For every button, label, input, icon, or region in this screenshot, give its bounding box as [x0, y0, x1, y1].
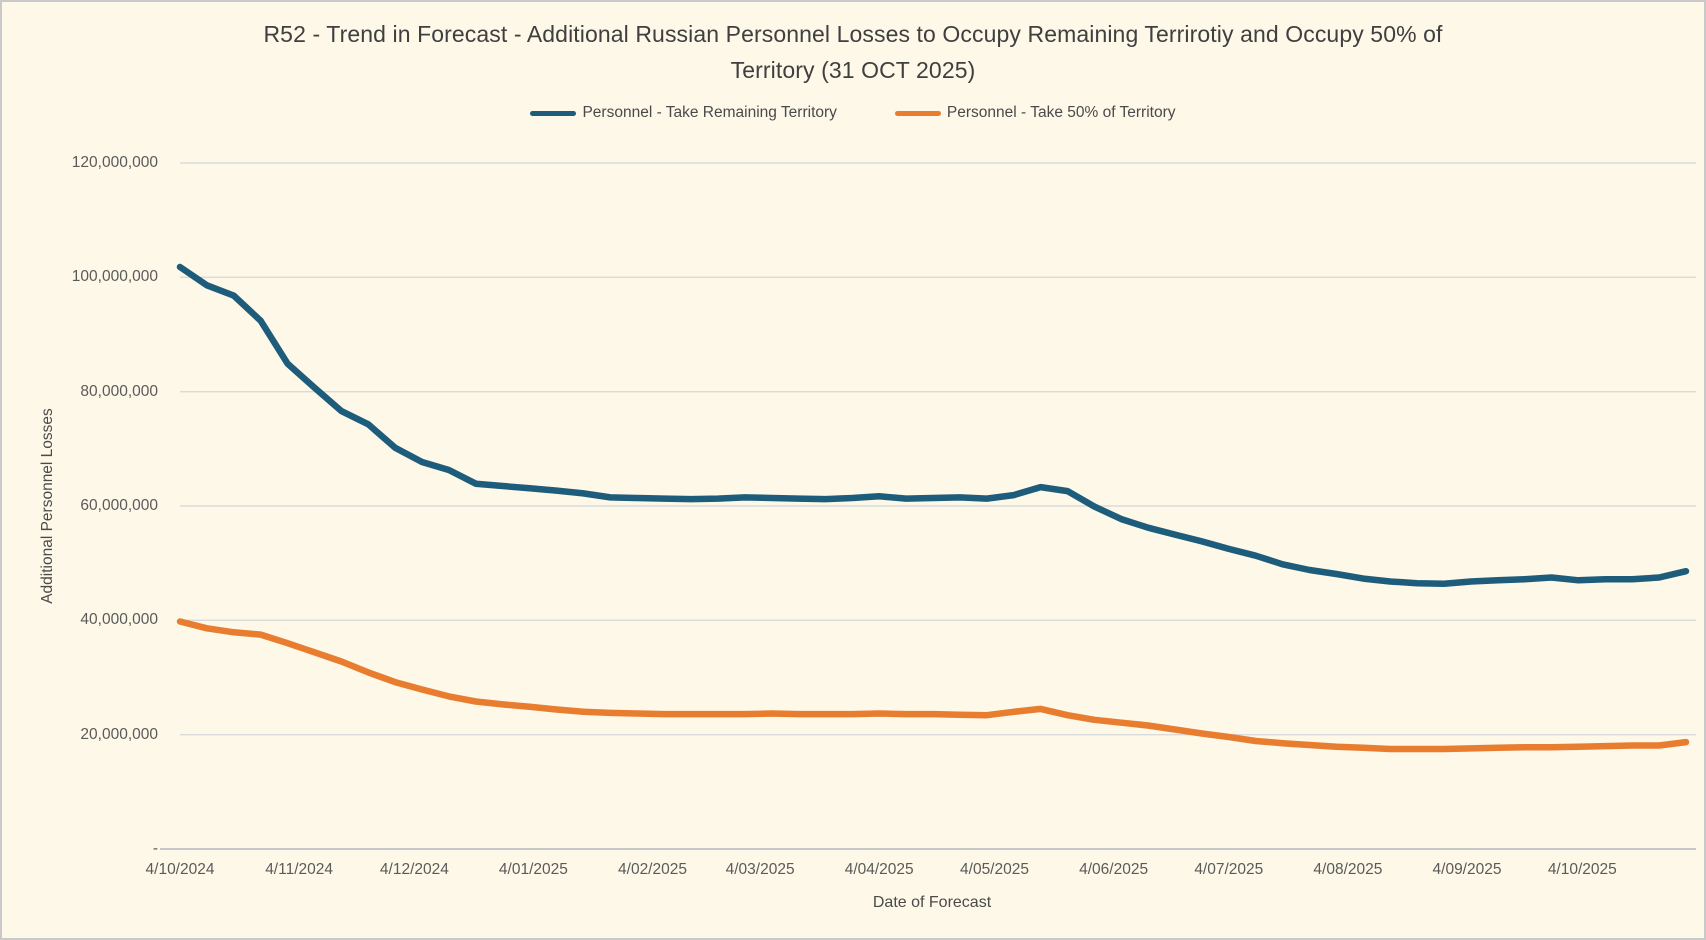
legend-label: Personnel - Take 50% of Territory: [946, 104, 1176, 121]
legend-item-remaining-territory: Personnel - Take Remaining Territory: [530, 104, 837, 122]
legend-item-50pct-territory: Personnel - Take 50% of Territory: [894, 104, 1176, 122]
legend: Personnel - Take Remaining Territory Per…: [2, 104, 1704, 122]
y-axis-title: Additional Personnel Losses: [39, 408, 56, 604]
chart-title: R52 - Trend in Forecast - Additional Rus…: [263, 21, 1443, 83]
legend-line-swatch-blue: [530, 110, 577, 116]
legend-label: Personnel - Take Remaining Territory: [582, 104, 837, 121]
legend-line-swatch-orange: [894, 110, 941, 116]
x-axis-title: Date of Forecast: [872, 894, 992, 911]
series-line-take-remaining-territory: [176, 263, 1690, 587]
series-line-take-50pct-territory: [176, 618, 1690, 753]
